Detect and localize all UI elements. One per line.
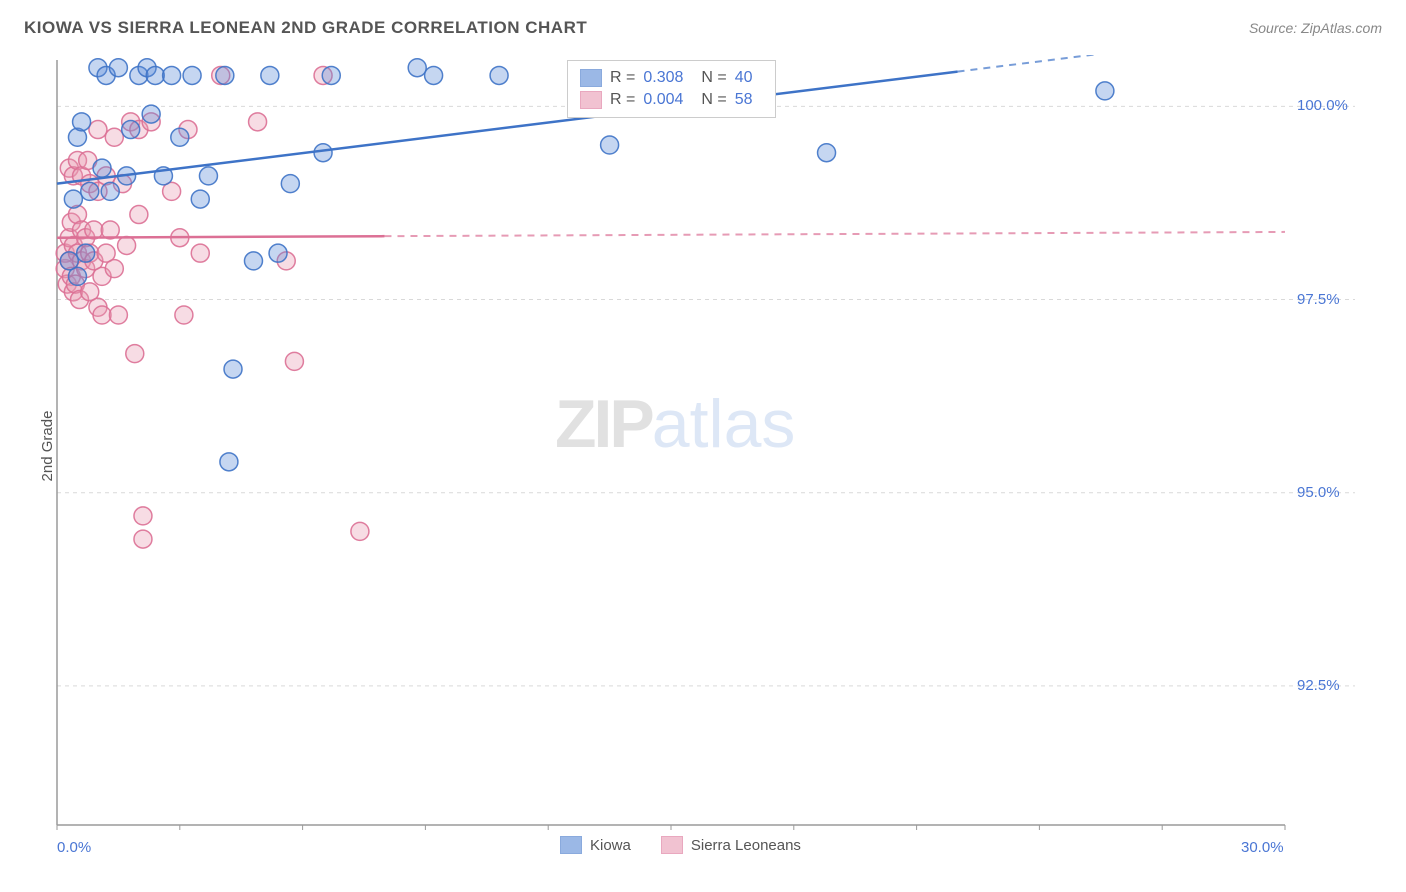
swatch-kiowa [580, 69, 602, 87]
chart-title: KIOWA VS SIERRA LEONEAN 2ND GRADE CORREL… [24, 18, 587, 38]
r-label: R = [610, 91, 635, 109]
legend-label: Kiowa [590, 837, 631, 854]
n-value: 58 [735, 91, 753, 109]
r-value: 0.004 [643, 91, 683, 109]
stats-box: R = 0.308 N = 40 R = 0.004 N = 58 [567, 60, 776, 118]
n-label: N = [701, 69, 726, 87]
swatch-sierra [580, 91, 602, 109]
y-tick-label: 95.0% [1297, 484, 1340, 501]
legend-swatch-kiowa [560, 836, 582, 854]
bottom-legend: Kiowa Sierra Leoneans [560, 836, 801, 854]
stats-row-sierra: R = 0.004 N = 58 [580, 89, 763, 111]
source-attribution: Source: ZipAtlas.com [1249, 20, 1382, 36]
r-label: R = [610, 69, 635, 87]
stats-row-kiowa: R = 0.308 N = 40 [580, 67, 763, 89]
y-tick-label: 92.5% [1297, 677, 1340, 694]
legend-item-sierra: Sierra Leoneans [661, 836, 801, 854]
r-value: 0.308 [643, 69, 683, 87]
n-label: N = [701, 91, 726, 109]
n-value: 40 [735, 69, 753, 87]
x-tick-label: 30.0% [1241, 839, 1284, 856]
x-tick-label: 0.0% [57, 839, 91, 856]
y-tick-label: 97.5% [1297, 291, 1340, 308]
legend-label: Sierra Leoneans [691, 837, 801, 854]
y-tick-label: 100.0% [1297, 97, 1348, 114]
legend-item-kiowa: Kiowa [560, 836, 631, 854]
scatter-chart [45, 55, 1355, 830]
chart-container: ZIPatlas R =0.308N =40R =0.004N =58 92.5… [45, 55, 1355, 830]
legend-swatch-sierra [661, 836, 683, 854]
